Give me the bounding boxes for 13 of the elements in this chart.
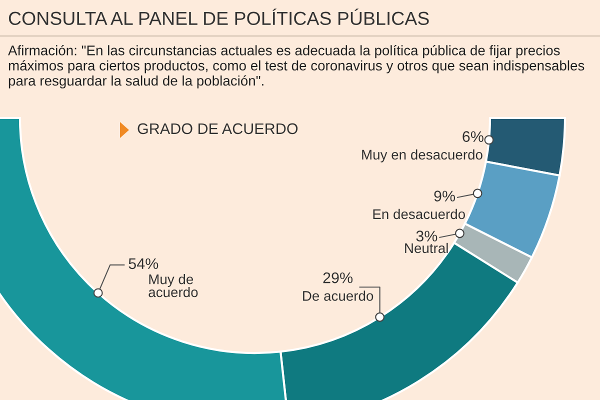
slice-label: Muy de acuerdo xyxy=(148,274,198,298)
slice-label: De acuerdo xyxy=(303,290,374,301)
data-label: 54% xyxy=(128,258,158,270)
slice-label: Muy en desacuerdo xyxy=(362,149,482,162)
data-label: 29% xyxy=(323,272,353,284)
data-label: 9% xyxy=(434,190,456,202)
legend-title: GRADO DE ACUERDO xyxy=(138,123,298,134)
slice-label: Neutral xyxy=(405,242,448,254)
chart-subtitle: Afirmación: "En las circunstancias actuales es adecuada la política pública de fijar precios máximos para ciertos productos, como el test de coronavirus y otros que sean indispensables para resguardar la salud de la población". xyxy=(8,45,584,88)
slice-label: En desacuerdo xyxy=(373,208,465,220)
data-label: 3% xyxy=(416,230,438,242)
chart-title: CONSULTA AL PANEL DE POLÍTICAS PÚBLICAS xyxy=(8,8,429,26)
data-label: 6% xyxy=(462,131,484,142)
